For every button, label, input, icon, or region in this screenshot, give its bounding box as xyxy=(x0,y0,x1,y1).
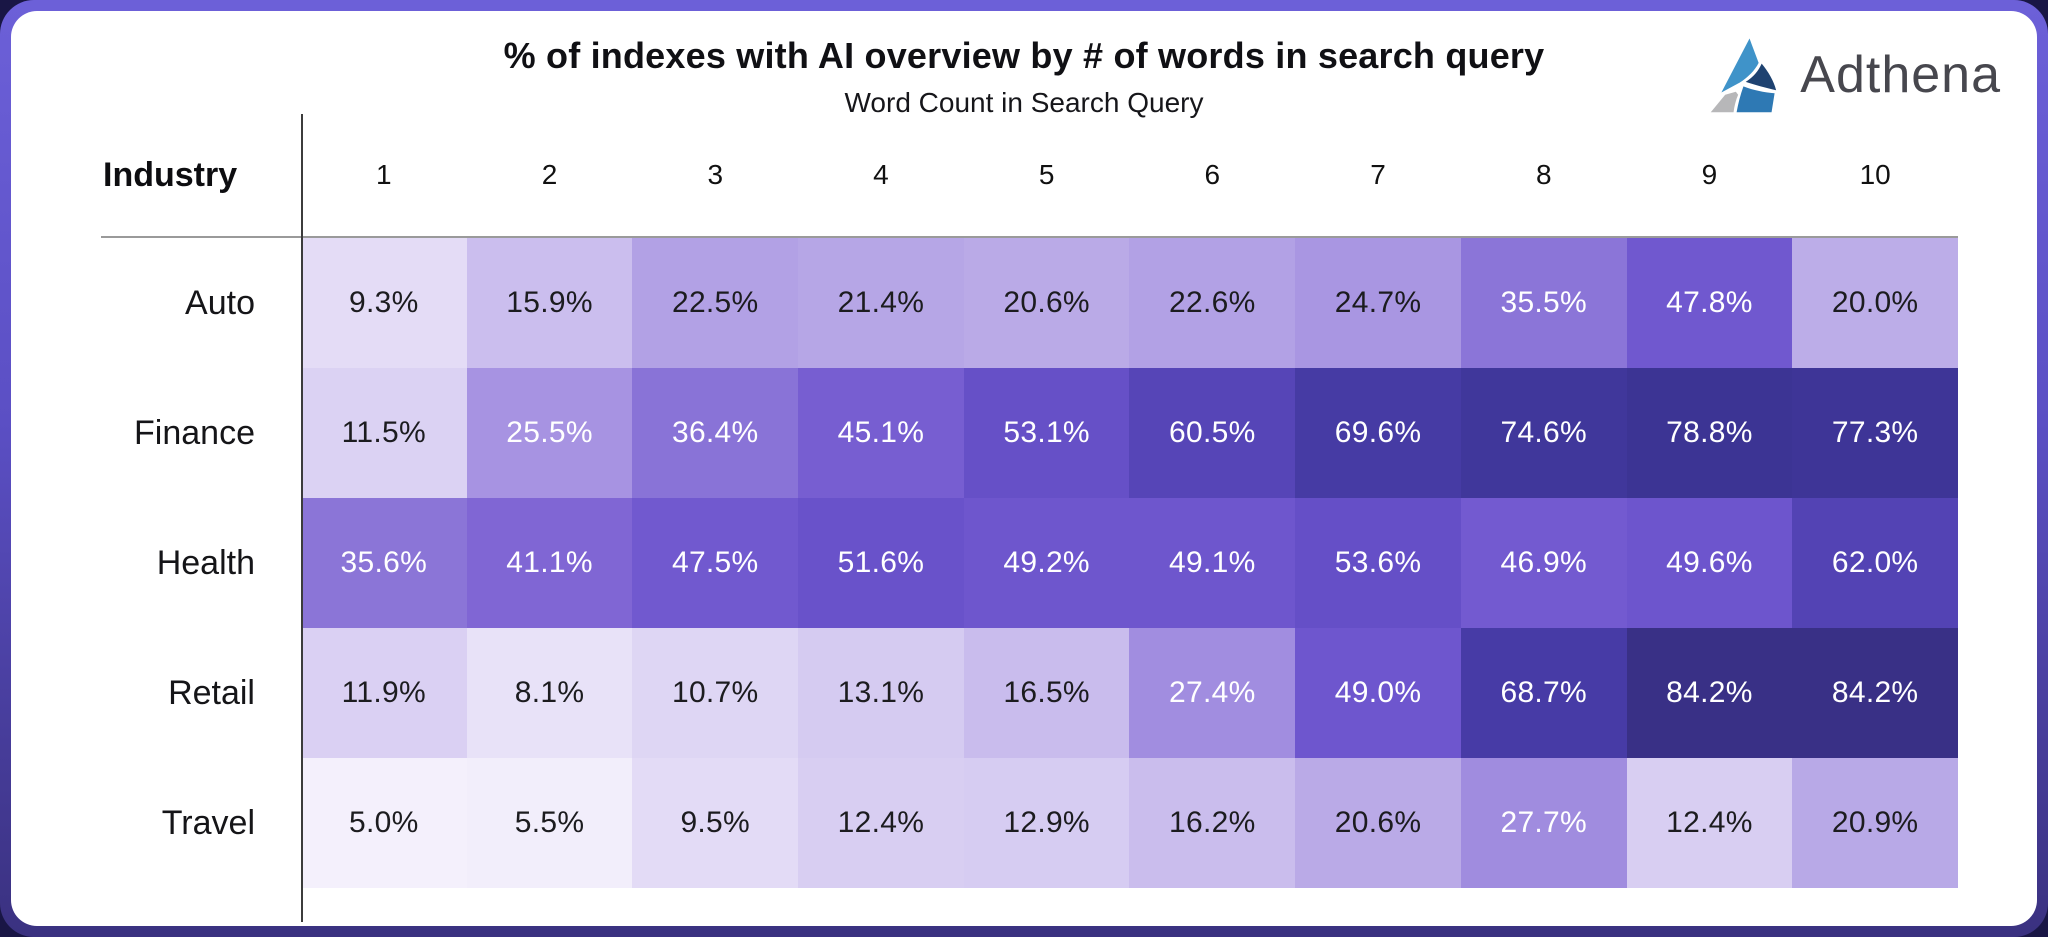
heatmap-cell: 78.8% xyxy=(1626,368,1793,498)
heatmap-cell: 51.6% xyxy=(798,498,964,628)
row-label-auto: Auto xyxy=(101,238,301,368)
heatmap-cell: 47.8% xyxy=(1626,238,1793,368)
column-header-8: 8 xyxy=(1535,159,1552,190)
heatmap-cell: 49.2% xyxy=(963,498,1130,628)
heatmap-cell: 16.2% xyxy=(1129,758,1296,888)
axis-vertical-line xyxy=(301,114,303,922)
heatmap-cell: 35.5% xyxy=(1460,238,1627,368)
heatmap-cell: 49.1% xyxy=(1129,498,1296,628)
row-label-finance: Finance xyxy=(101,368,301,498)
heatmap-row-travel: Travel 5.0% 5.5% 9.5% 12.4% 12.9% 16.2% 20.6% 27… xyxy=(101,758,1958,888)
column-header-6: 6 xyxy=(1204,159,1221,190)
heatmap-cell: 77.3% xyxy=(1792,368,1958,498)
heatmap-cell: 69.6% xyxy=(1295,368,1461,498)
heatmap-cell: 11.9% xyxy=(301,628,467,758)
heatmap-table: Industry 1 2 3 4 5 6 7 8 9 10 Auto 9.3% 15.9% 22.5% 2… xyxy=(101,114,1958,922)
chart-title: % of indexes with AI overview by # of wo… xyxy=(503,35,1545,76)
heatmap-cell: 5.5% xyxy=(466,758,633,888)
heatmap-cell: 47.5% xyxy=(632,498,799,628)
heatmap-cell: 24.7% xyxy=(1295,238,1461,368)
heatmap-row-health: Health 35.6% 41.1% 47.5% 51.6% 49.2% 49.1% 53.6… xyxy=(101,498,1958,628)
heatmap-cell: 12.4% xyxy=(798,758,964,888)
column-header-3: 3 xyxy=(707,159,724,190)
row-header-label: Industry xyxy=(103,155,238,194)
heatmap-cell: 27.7% xyxy=(1460,758,1627,888)
heatmap-cell: 36.4% xyxy=(632,368,799,498)
heatmap-cell: 9.3% xyxy=(301,238,467,368)
heatmap-cell: 49.0% xyxy=(1295,628,1461,758)
heatmap-cell: 41.1% xyxy=(466,498,633,628)
heatmap-cell: 60.5% xyxy=(1129,368,1296,498)
row-label-health: Health xyxy=(101,498,301,628)
column-header-2: 2 xyxy=(541,159,558,190)
heatmap-cell: 15.9% xyxy=(466,238,633,368)
heatmap-cell: 10.7% xyxy=(632,628,799,758)
heatmap-cell: 84.2% xyxy=(1626,628,1793,758)
heatmap-cell: 22.5% xyxy=(632,238,799,368)
heatmap-cell: 5.0% xyxy=(301,758,467,888)
column-header-1: 1 xyxy=(376,159,392,190)
heatmap-cell: 8.1% xyxy=(466,628,633,758)
column-header-10: 10 xyxy=(1859,159,1891,190)
heatmap-cell: 11.5% xyxy=(301,368,467,498)
heatmap-cell: 16.5% xyxy=(963,628,1130,758)
heatmap-cell: 62.0% xyxy=(1792,498,1958,628)
heatmap-cell: 84.2% xyxy=(1792,628,1958,758)
column-header-9: 9 xyxy=(1701,159,1718,190)
heatmap-cell: 12.4% xyxy=(1626,758,1793,888)
adthena-logo: Adthena xyxy=(1710,31,2001,119)
heatmap-cell: 53.1% xyxy=(963,368,1130,498)
heatmap-cell: 25.5% xyxy=(466,368,633,498)
heatmap-cell: 20.9% xyxy=(1792,758,1958,888)
heatmap-cell: 9.5% xyxy=(632,758,799,888)
heatmap-cell: 12.9% xyxy=(963,758,1130,888)
heatmap-header-row: Industry 1 2 3 4 5 6 7 8 9 10 xyxy=(101,114,1958,238)
heatmap-cell: 20.6% xyxy=(963,238,1130,368)
row-label-retail: Retail xyxy=(101,628,301,758)
heatmap-cell: 53.6% xyxy=(1295,498,1461,628)
row-label-travel: Travel xyxy=(101,758,301,888)
heatmap-cell: 45.1% xyxy=(798,368,964,498)
heatmap-cell: 22.6% xyxy=(1129,238,1296,368)
heatmap-cell: 20.6% xyxy=(1295,758,1461,888)
heatmap-cell: 27.4% xyxy=(1129,628,1296,758)
adthena-logo-text: Adthena xyxy=(1800,46,2001,104)
heatmap-row-auto: Auto 9.3% 15.9% 22.5% 21.4% 20.6% 22.6% 24.7% 35… xyxy=(101,238,1958,368)
heatmap-row-retail: Retail 11.9% 8.1% 10.7% 13.1% 16.5% 27.4% 49.0%… xyxy=(101,628,1958,758)
column-header-4: 4 xyxy=(873,159,889,190)
heatmap-cell: 74.6% xyxy=(1460,368,1627,498)
card: % of indexes with AI overview by # of wo… xyxy=(11,11,2037,926)
x-axis-title: Word Count in Search Query xyxy=(844,87,1204,118)
heatmap-body: Auto 9.3% 15.9% 22.5% 21.4% 20.6% 22.6% 24.7% 35… xyxy=(101,238,1958,888)
heatmap-cell: 46.9% xyxy=(1460,498,1627,628)
heatmap-cell: 21.4% xyxy=(798,238,964,368)
heatmap-cell: 68.7% xyxy=(1460,628,1627,758)
heatmap-cell: 20.0% xyxy=(1792,238,1958,368)
adthena-triangle-icon xyxy=(1711,38,1777,113)
heatmap-cell: 35.6% xyxy=(301,498,467,628)
heatmap-cell: 49.6% xyxy=(1626,498,1793,628)
column-header-7: 7 xyxy=(1370,159,1386,190)
heatmap-row-finance: Finance 11.5% 25.5% 36.4% 45.1% 53.1% 60.5% 69.… xyxy=(101,368,1958,498)
column-header-5: 5 xyxy=(1038,159,1055,190)
heatmap-cell: 13.1% xyxy=(798,628,964,758)
